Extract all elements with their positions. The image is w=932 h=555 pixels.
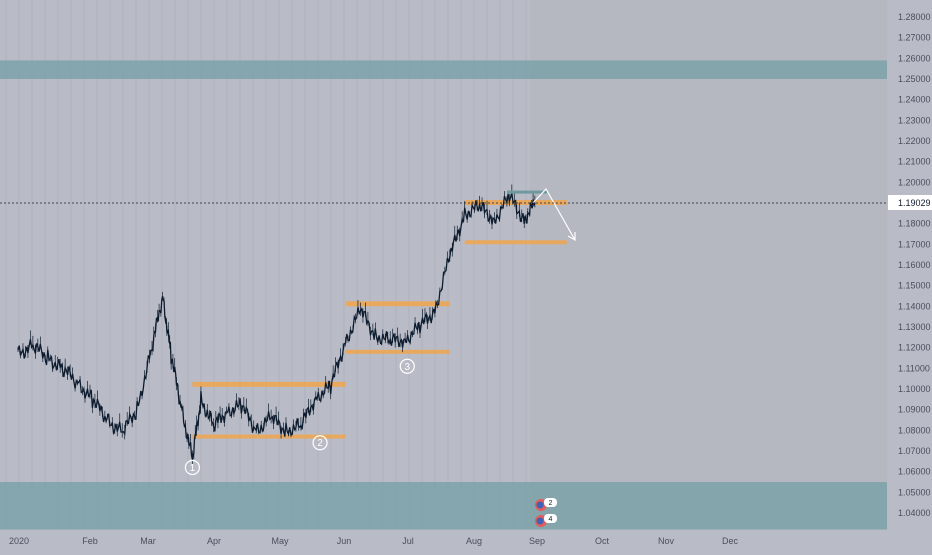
last-price-label: 1.19029 <box>888 195 932 210</box>
marker-label: 1 <box>190 463 196 474</box>
x-tick-label: Apr <box>207 536 221 546</box>
y-tick-label: 1.11000 <box>898 363 930 373</box>
arrow-head <box>567 232 576 242</box>
y-tick-label: 1.07000 <box>898 446 931 456</box>
y-tick-label: 1.27000 <box>898 33 931 43</box>
marker-label: 3 <box>404 362 410 373</box>
event-count: 2 <box>549 500 553 507</box>
marker-circle <box>184 459 201 476</box>
range-bottom-band <box>464 240 567 245</box>
session-lines <box>5 0 527 530</box>
x-tick-label: Jul <box>402 536 414 546</box>
x-tick-label: Mar <box>140 536 156 546</box>
marker-label: 2 <box>317 438 323 449</box>
y-tick-label: 1.16000 <box>898 260 931 270</box>
y-tick-label: 1.14000 <box>898 301 931 311</box>
event-count-badge[interactable] <box>544 498 557 507</box>
range-top-band <box>192 381 346 387</box>
price-series <box>17 184 536 465</box>
event-count: 4 <box>549 516 553 523</box>
y-tick-label: 1.18000 <box>898 219 931 229</box>
zones <box>0 60 887 530</box>
y-tick-label: 1.13000 <box>898 322 931 332</box>
y-tick-label: 1.05000 <box>898 487 931 497</box>
range-bottom-band <box>345 349 450 354</box>
projection-arrow <box>532 187 576 241</box>
y-tick-label: 1.28000 <box>898 12 931 22</box>
price-axis[interactable] <box>887 0 932 550</box>
y-tick-label: 1.22000 <box>898 136 931 146</box>
recent-high-box <box>507 190 547 194</box>
event-icon-inner <box>536 517 544 525</box>
x-tick-label: 2020 <box>9 536 29 546</box>
y-tick-label: 1.10000 <box>898 384 931 394</box>
y-tick-label: 1.09000 <box>898 405 931 415</box>
marker-circle <box>399 358 415 374</box>
x-tick-label: Feb <box>82 536 98 546</box>
x-tick-label: Oct <box>595 536 610 546</box>
x-tick-label: Jun <box>337 536 352 546</box>
y-tick-label: 1.15000 <box>898 281 931 291</box>
y-tick-label: 1.24000 <box>898 95 931 105</box>
y-tick-label: 1.08000 <box>898 425 931 435</box>
y-tick-label: 1.25000 <box>898 74 931 84</box>
y-tick-label: 1.20000 <box>898 177 931 187</box>
y-tick-label: 1.12000 <box>898 343 931 353</box>
range-bottom-band <box>192 434 346 439</box>
future-area <box>530 0 887 530</box>
event-icon-inner <box>536 501 544 509</box>
y-tick-label: 1.23000 <box>898 115 931 125</box>
event-count-badge[interactable] <box>544 514 557 523</box>
y-axis-labels: 1.28000 1.27000 1.26000 1.25000 1.24000 1.230… <box>898 12 931 518</box>
y-tick-label: 1.04000 <box>898 508 931 518</box>
annotations: 1 2 3 <box>184 187 576 476</box>
y-tick-label: 1.17000 <box>898 239 931 249</box>
event-badges[interactable]: 24 <box>535 498 557 527</box>
x-tick-label: May <box>271 536 289 546</box>
time-axis[interactable] <box>0 530 887 550</box>
x-tick-label: Aug <box>466 536 482 546</box>
demand-zone <box>0 482 887 530</box>
y-tick-label: 1.06000 <box>898 467 931 477</box>
range-top-band <box>345 301 450 307</box>
last-price-text: 1.19029 <box>898 198 931 208</box>
x-tick-label: Sep <box>529 536 545 546</box>
x-tick-label: Nov <box>658 536 675 546</box>
y-tick-label: 1.21000 <box>898 157 931 167</box>
y-tick-label: 1.26000 <box>898 53 931 63</box>
x-tick-label: Dec <box>722 536 739 546</box>
x-axis-labels: 2020 Feb Mar Apr May Jun Jul Aug Sep Oct Nov Dec <box>9 536 739 546</box>
marker-circle <box>312 435 328 451</box>
supply-zone <box>0 60 887 79</box>
